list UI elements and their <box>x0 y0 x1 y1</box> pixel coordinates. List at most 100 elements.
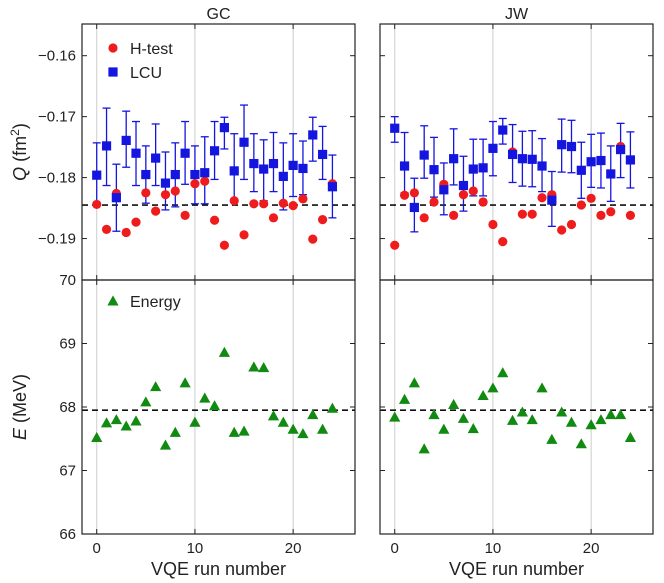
lcu-point <box>390 123 400 133</box>
y-tick-label-q: −0.19 <box>38 231 76 248</box>
y-axis-label-q: Q (fm2) <box>8 123 30 181</box>
lcu-point <box>239 137 249 147</box>
energy-point <box>556 406 568 417</box>
energy-point <box>506 414 519 425</box>
lcu-point <box>458 180 469 191</box>
energy-point <box>575 438 587 449</box>
lcu-point <box>170 169 180 180</box>
lcu-point <box>131 148 141 158</box>
energy-point <box>605 409 617 420</box>
panel-title: GC <box>207 6 231 23</box>
htest-point <box>151 206 161 216</box>
htest-point <box>121 227 131 238</box>
lcu-point <box>229 166 239 176</box>
htest-point <box>527 209 537 219</box>
lcu-point <box>259 164 269 174</box>
lcu-point <box>606 169 616 179</box>
x-tick-label: 10 <box>187 540 204 557</box>
energy-point <box>277 416 289 427</box>
htest-point <box>498 237 508 247</box>
panel-gc: GC 0 10 20 VQE run number <box>81 6 356 579</box>
energy-point <box>169 426 181 437</box>
energy-point <box>189 416 201 427</box>
legend-energy-marker <box>107 295 119 306</box>
lcu-point <box>298 163 308 174</box>
lcu-point <box>151 153 161 163</box>
lcu-point <box>527 154 537 164</box>
htest-point <box>537 193 547 203</box>
y-tick-label-q: −0.17 <box>38 109 76 126</box>
lcu-point <box>478 163 488 173</box>
htest-point <box>239 230 249 240</box>
y-tick-label-e: 68 <box>59 399 76 416</box>
x-tick-label: 0 <box>391 540 399 557</box>
lcu-point <box>429 165 439 175</box>
energy-point <box>208 400 221 411</box>
htest-point <box>308 234 318 244</box>
y-axis-label-q-var: Q <box>10 167 30 181</box>
energy-point <box>199 392 211 403</box>
htest-point <box>409 188 419 198</box>
y-tick-label-q: −0.18 <box>38 170 76 187</box>
htest-point <box>566 219 577 230</box>
energy-point <box>150 381 162 392</box>
htest-point <box>429 197 439 207</box>
htest-point <box>298 194 308 204</box>
htest-point <box>449 210 459 220</box>
lcu-point <box>288 160 298 171</box>
energy-point <box>100 417 113 428</box>
energy-point <box>428 409 440 420</box>
energy-point <box>448 398 460 409</box>
x-tick-label: 10 <box>485 540 502 557</box>
y-axis-label-q-unit: (fm <box>10 136 30 167</box>
y-tick-label-e: 67 <box>59 463 76 480</box>
energy-point <box>389 411 401 422</box>
y-tick-label-e: 69 <box>59 336 76 353</box>
legend-htest-marker <box>108 43 118 53</box>
energy-point <box>516 406 528 417</box>
energy-point <box>536 382 548 393</box>
htest-point <box>317 215 328 225</box>
energy-point <box>258 362 270 373</box>
y-tick-label-q: −0.16 <box>38 48 76 65</box>
htest-point <box>390 240 400 250</box>
lcu-point <box>537 161 547 171</box>
htest-point <box>458 190 469 200</box>
htest-point <box>170 186 180 196</box>
htest-point <box>259 199 269 209</box>
panel-jw: JW 0 10 20 VQE run number <box>379 6 654 579</box>
energy-point <box>477 389 489 401</box>
htest-point <box>229 196 239 206</box>
energy-point <box>287 423 299 434</box>
htest-point <box>468 186 478 196</box>
lcu-point <box>111 193 121 203</box>
lcu-point <box>586 157 596 167</box>
x-tick-label: 20 <box>583 540 600 557</box>
htest-point <box>141 188 151 198</box>
energy-point <box>130 415 142 426</box>
energy-point <box>457 412 470 423</box>
lcu-point <box>468 164 478 174</box>
htest-point <box>399 190 410 200</box>
energy-point <box>179 377 191 388</box>
y-axis-label-e: E (MeV) <box>10 374 30 440</box>
htest-point <box>625 210 636 220</box>
lcu-point <box>101 141 112 151</box>
lcu-point <box>576 165 586 175</box>
htest-point <box>557 225 567 235</box>
lcu-point <box>209 146 220 156</box>
htest-point <box>606 207 616 217</box>
htest-point <box>160 190 171 200</box>
lcu-point <box>566 141 577 152</box>
legend-htest-label: H-test <box>130 41 173 58</box>
energy-point <box>120 420 132 431</box>
y-axis-label-e-var: E <box>10 427 30 440</box>
htest-point <box>219 240 229 250</box>
energy-point <box>624 431 637 442</box>
energy-point <box>267 410 280 421</box>
lcu-point <box>439 185 449 195</box>
energy-point <box>228 426 240 437</box>
energy-point <box>565 416 578 427</box>
energy-point <box>585 419 597 430</box>
x-tick-label: 20 <box>285 540 302 557</box>
